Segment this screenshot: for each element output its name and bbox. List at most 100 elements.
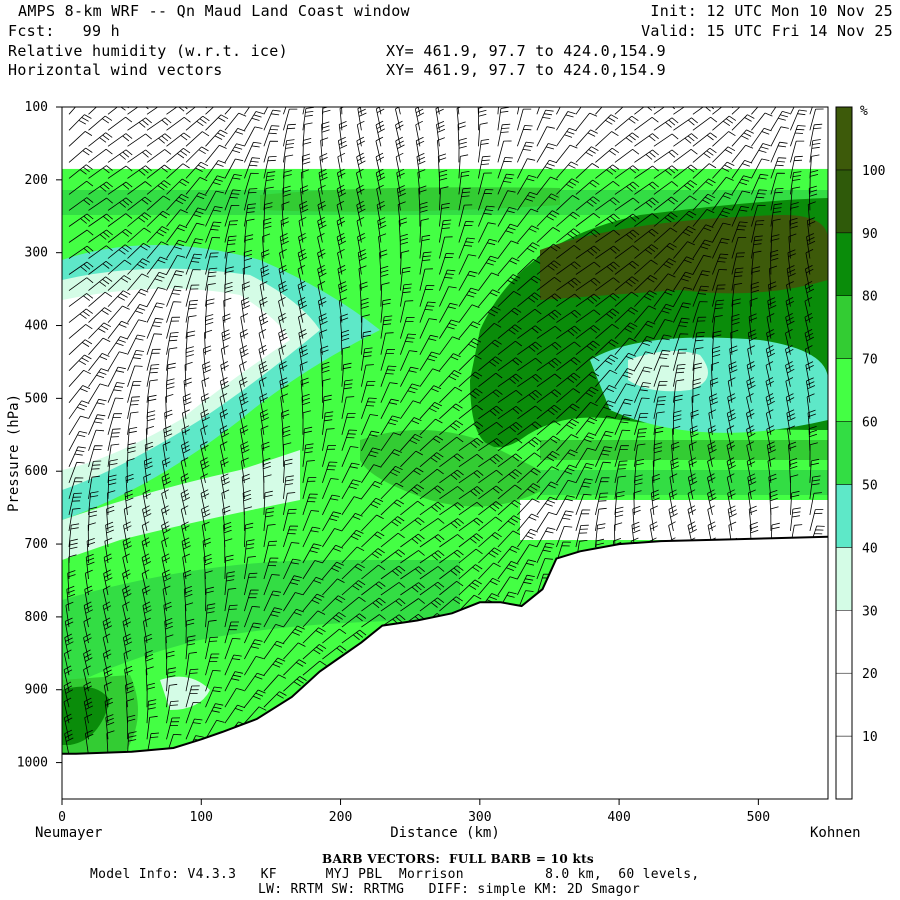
wind-barb (166, 285, 183, 307)
wind-barb (689, 425, 699, 451)
wind-barb (708, 409, 717, 435)
wind-barb (673, 317, 690, 339)
wind-barb (670, 633, 679, 660)
wind-barb (692, 316, 707, 339)
wind-barb (88, 260, 113, 275)
wind-barb (243, 249, 253, 275)
wind-barb (478, 389, 503, 404)
wind-barb (281, 409, 290, 435)
y-tick-label: 900 (25, 683, 48, 698)
wind-barb (341, 396, 355, 419)
wind-barb (672, 666, 681, 692)
wind-barb (162, 441, 171, 467)
wind-barb (205, 603, 216, 628)
wind-barb (727, 489, 736, 515)
wind-barb (283, 475, 294, 499)
wind-barb (556, 418, 580, 436)
wind-barb (244, 157, 261, 179)
wind-barb (241, 457, 249, 483)
wind-barb (180, 489, 190, 515)
wind-barb (478, 155, 491, 179)
wind-barb (338, 136, 348, 163)
wind-barb (166, 178, 190, 195)
wind-barb (341, 513, 363, 532)
wind-barb (809, 575, 828, 596)
wind-barb (439, 518, 464, 532)
wind-barb (575, 325, 601, 339)
wind-barb (497, 405, 523, 420)
wind-barb (361, 430, 380, 451)
wind-barb (416, 153, 426, 179)
wind-barb (751, 112, 773, 131)
wind-barb (400, 450, 423, 468)
wind-barb (536, 512, 557, 532)
wind-barb (283, 525, 299, 548)
wind-barb (144, 441, 154, 467)
wind-barb (107, 428, 121, 451)
wind-barb (575, 245, 601, 259)
wind-barb (127, 242, 151, 259)
wind-barb (439, 642, 462, 660)
wind-barb (767, 457, 776, 483)
colorbar-cell (835, 735, 853, 800)
wind-barb (224, 588, 237, 612)
wind-barb (673, 732, 686, 754)
wind-barb (341, 413, 356, 435)
y-tick-label: 600 (25, 464, 48, 479)
wind-barb (731, 703, 750, 724)
wind-barb (517, 158, 536, 179)
wind-barb (297, 297, 308, 323)
wind-barb (478, 608, 499, 628)
wind-barb (439, 202, 450, 227)
wind-barb (556, 161, 579, 179)
wind-barb (107, 244, 132, 259)
y-tick-label: 700 (25, 537, 48, 552)
wind-barb (710, 586, 720, 612)
colorbar-cell (835, 232, 853, 296)
wind-barb (514, 730, 523, 754)
wind-barb (653, 319, 673, 339)
wind-barb (283, 575, 302, 596)
field-name-rh: Relative humidity (w.r.t. ice) (8, 42, 288, 60)
wind-barb (361, 597, 386, 612)
wind-barb (807, 409, 816, 435)
wind-barb (649, 633, 659, 660)
wind-barb (341, 446, 359, 467)
wind-barb (809, 492, 822, 515)
wind-barb (614, 213, 640, 227)
wind-barb (650, 489, 660, 515)
wind-barb (536, 193, 559, 211)
wind-barb (341, 346, 351, 371)
wind-barb (731, 267, 744, 291)
wind-barb (224, 174, 242, 195)
wind-barb (673, 180, 698, 195)
wind-barb (166, 224, 188, 243)
wind-barb (478, 122, 488, 147)
wind-barb (770, 203, 783, 227)
wind-barb (400, 333, 417, 355)
wind-barb (439, 436, 464, 452)
wind-barb (765, 409, 774, 435)
wind-barb (166, 209, 188, 227)
wind-barb (458, 254, 477, 275)
wind-barb (536, 309, 562, 323)
wind-barb (809, 642, 828, 660)
wind-barb (107, 397, 124, 419)
wind-barb (166, 239, 187, 259)
wind-barb (458, 270, 478, 291)
wind-barb (653, 165, 679, 179)
wind-barb (263, 691, 287, 708)
wind-barb (650, 649, 658, 676)
wind-barb (338, 297, 347, 323)
model-info-2: LW: RRTM SW: RRTMG DIFF: simple KM: 2D S… (258, 882, 640, 897)
wind-barb (478, 255, 499, 275)
wind-barb (458, 437, 484, 452)
wind-barb (107, 382, 125, 403)
wind-barb (770, 126, 789, 147)
wind-barb (536, 450, 560, 468)
wind-barb (143, 617, 151, 644)
wind-barb (341, 496, 362, 516)
wind-barb (669, 473, 678, 499)
wind-barb (361, 464, 382, 484)
wind-barb (653, 396, 667, 419)
